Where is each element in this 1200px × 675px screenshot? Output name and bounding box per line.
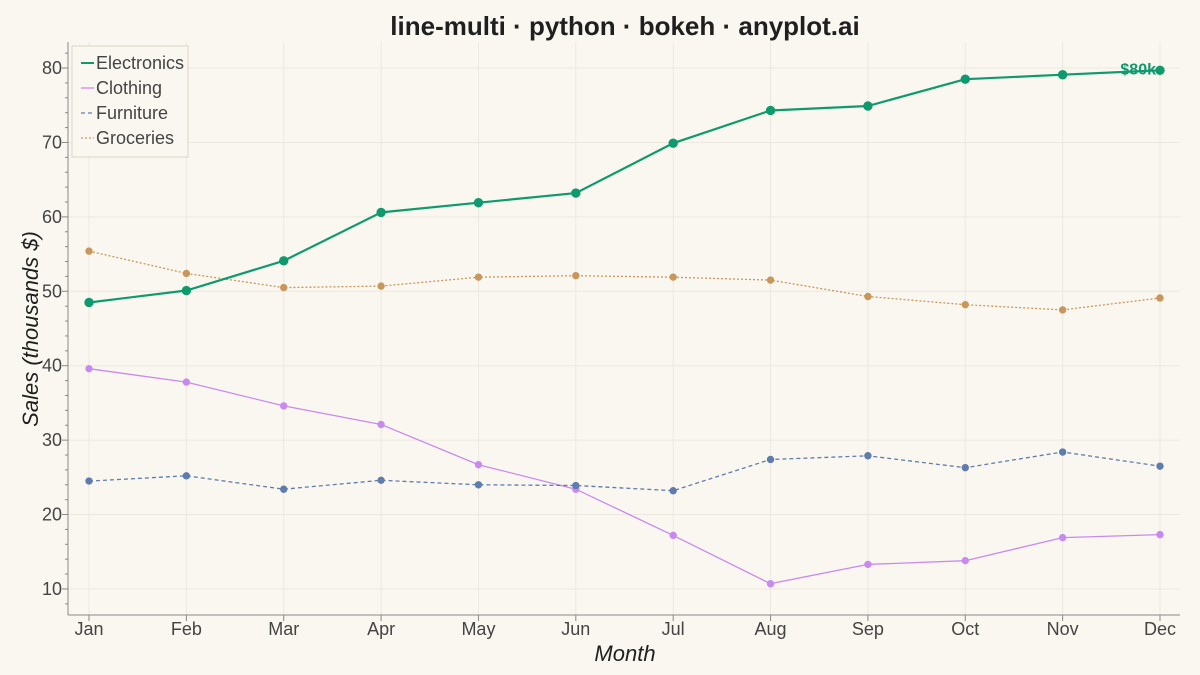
data-point-electronics: [279, 256, 289, 266]
x-tick-label: May: [461, 619, 495, 639]
data-point-electronics: [84, 297, 94, 308]
series-line-groceries: [88, 250, 1161, 311]
data-point-clothing: [377, 420, 385, 429]
x-tick-label: Nov: [1047, 619, 1079, 639]
y-tick-label: 30: [42, 430, 62, 450]
y-tick-label: 80: [42, 58, 62, 78]
x-tick-label: Mar: [268, 619, 299, 639]
data-point-clothing: [1058, 533, 1067, 542]
data-point-electronics: [571, 188, 581, 198]
data-point-groceries: [377, 282, 385, 290]
x-tick-label: Dec: [1144, 619, 1176, 639]
data-point-furniture: [280, 485, 288, 493]
data-point-groceries: [474, 273, 483, 281]
legend: Electronics Clothing Furniture Groceries: [71, 45, 189, 158]
x-tick-label: Apr: [367, 619, 395, 639]
x-axis-label: Month: [594, 641, 655, 666]
y-tick-label: 70: [42, 132, 62, 152]
data-point-furniture: [669, 487, 677, 495]
data-point-groceries: [961, 300, 969, 309]
y-tick-label: 40: [42, 356, 62, 376]
data-point-electronics: [473, 198, 484, 208]
data-point-furniture: [766, 455, 775, 464]
data-point-clothing: [474, 460, 483, 469]
data-point-clothing: [280, 402, 288, 410]
data-point-furniture: [1156, 462, 1164, 470]
data-point-clothing: [182, 378, 191, 386]
data-point-electronics: [1155, 65, 1165, 75]
data-point-electronics: [1057, 70, 1068, 80]
data-point-electronics: [668, 138, 678, 148]
series-layer: [84, 65, 1165, 588]
data-point-clothing: [766, 580, 775, 588]
legend-box: [71, 45, 189, 158]
data-point-clothing: [1156, 530, 1164, 539]
x-tick-label: Aug: [755, 619, 787, 639]
legend-label-electronics: Electronics: [96, 53, 184, 73]
data-point-electronics: [863, 101, 873, 111]
data-point-furniture: [864, 452, 872, 460]
data-point-clothing: [669, 531, 677, 540]
legend-label-furniture: Furniture: [96, 103, 168, 123]
data-point-furniture: [961, 463, 969, 472]
x-tick-label: Jun: [561, 619, 590, 639]
data-point-electronics: [376, 207, 386, 218]
y-tick-label: 20: [42, 505, 62, 525]
annotations: $80k: [1120, 61, 1156, 78]
x-tick-label: Sep: [852, 619, 884, 639]
series-line-clothing: [88, 368, 1161, 585]
data-point-groceries: [572, 271, 580, 280]
data-point-furniture: [1058, 448, 1067, 456]
data-point-electronics: [181, 285, 192, 296]
y-tick-label: 50: [42, 281, 62, 301]
series-furniture: [85, 448, 1164, 495]
peak-annotation: $80k: [1120, 61, 1156, 78]
data-point-electronics: [765, 105, 776, 116]
data-point-groceries: [766, 276, 775, 284]
data-point-groceries: [1156, 294, 1164, 302]
data-point-furniture: [85, 477, 93, 485]
x-tick-label: Jan: [74, 619, 103, 639]
data-point-clothing: [961, 556, 969, 565]
data-point-groceries: [1058, 306, 1067, 314]
data-point-furniture: [474, 481, 483, 489]
axes: 10 20 30 40 50 60 70 80 Jan Feb Mar Apr May Jun Jul Aug…: [42, 42, 1180, 639]
data-point-groceries: [280, 283, 288, 292]
data-point-electronics: [960, 74, 970, 84]
series-groceries: [85, 247, 1164, 314]
series-electronics: [84, 65, 1165, 308]
data-point-clothing: [864, 560, 872, 569]
legend-label-groceries: Groceries: [96, 128, 174, 148]
grid: [68, 42, 1180, 615]
data-point-furniture: [182, 472, 191, 480]
y-tick-label: 10: [42, 579, 62, 599]
y-axis-label: Sales (thousands $): [18, 231, 43, 427]
series-line-electronics: [88, 69, 1161, 304]
data-point-groceries: [669, 273, 677, 281]
series-clothing: [85, 364, 1164, 588]
data-point-groceries: [85, 247, 93, 255]
data-point-clothing: [85, 364, 93, 373]
chart-title: line-multi · python · bokeh · anyplot.ai: [390, 11, 859, 41]
data-point-groceries: [182, 269, 191, 278]
y-tick-label: 60: [42, 207, 62, 227]
x-tick-label: Jul: [662, 619, 685, 639]
data-point-furniture: [377, 476, 385, 485]
x-tick-label: Feb: [171, 619, 202, 639]
data-point-groceries: [864, 292, 872, 301]
data-point-furniture: [572, 481, 580, 490]
legend-label-clothing: Clothing: [96, 78, 162, 98]
series-line-furniture: [88, 451, 1161, 492]
x-tick-label: Oct: [951, 619, 979, 639]
